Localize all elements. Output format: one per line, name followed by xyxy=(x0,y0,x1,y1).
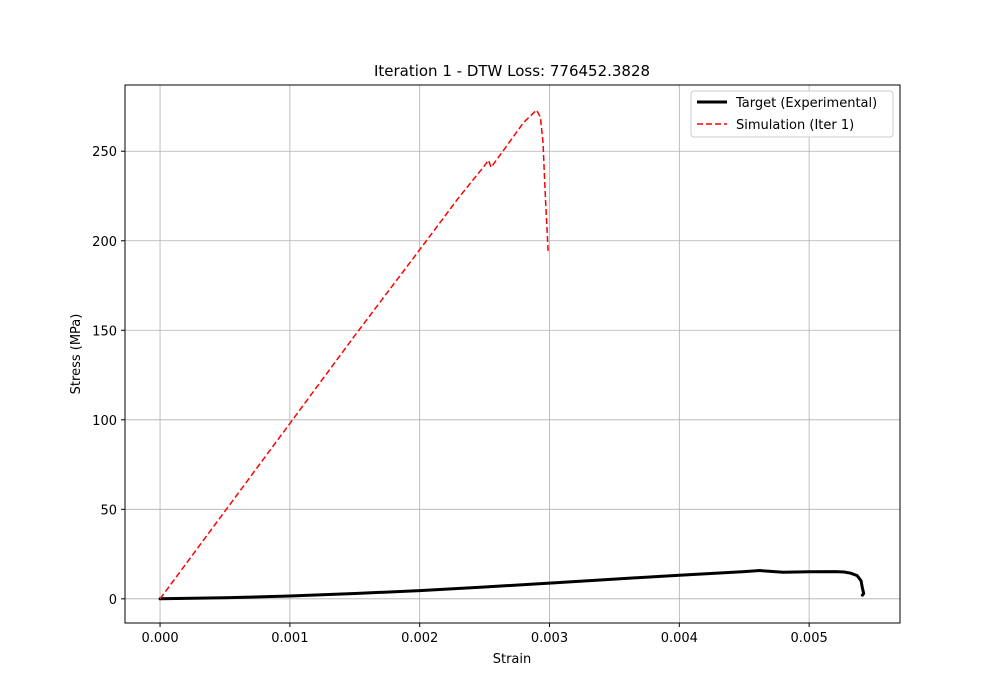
y-tick-label: 150 xyxy=(92,324,117,339)
x-tick-label: 0.001 xyxy=(271,631,308,646)
series-layer xyxy=(158,109,866,601)
x-tick-label: 0.002 xyxy=(401,631,438,646)
y-axis-label: Stress (MPa) xyxy=(69,314,84,395)
y-tick-label: 100 xyxy=(92,414,117,429)
y-tick-label: 200 xyxy=(92,235,117,250)
y-tick-label: 50 xyxy=(100,503,117,518)
plot-frame xyxy=(124,84,901,624)
legend-label-target: Target (Experimental) xyxy=(735,96,877,111)
x-tick-label: 0.004 xyxy=(661,631,698,646)
tick-layer: 0.000 0.001 0.002 0.003 0.004 0.005 0 50 100 150 2… xyxy=(92,145,828,646)
x-tick-label: 0.000 xyxy=(141,631,178,646)
x-axis-label: Strain xyxy=(493,652,532,667)
y-tick-label: 0 xyxy=(109,593,117,608)
legend-label-simulation: Simulation (Iter 1) xyxy=(736,118,854,133)
legend: Target (Experimental) Simulation (Iter 1… xyxy=(690,90,894,138)
legend-box xyxy=(690,90,894,138)
x-tick-label: 0.003 xyxy=(531,631,568,646)
series-line-target xyxy=(158,569,866,601)
series-line-simulation xyxy=(159,109,549,600)
chart-title: Iteration 1 - DTW Loss: 776452.3828 xyxy=(374,62,650,80)
grid-layer xyxy=(125,85,900,623)
y-tick-label: 250 xyxy=(92,145,117,160)
x-tick-label: 0.005 xyxy=(791,631,828,646)
